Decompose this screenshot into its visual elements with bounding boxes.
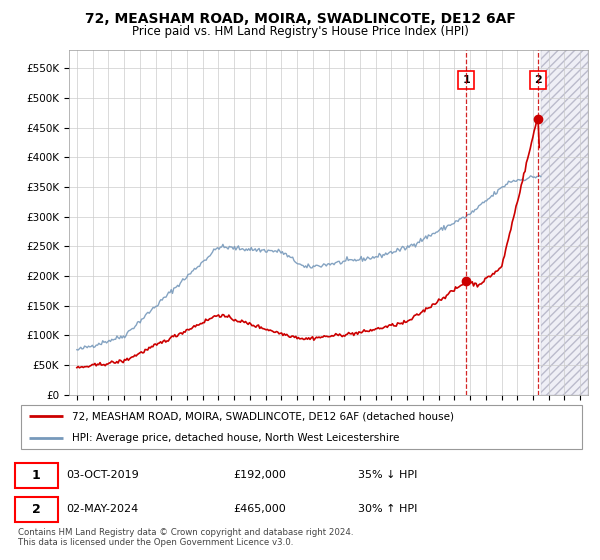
Text: HPI: Average price, detached house, North West Leicestershire: HPI: Average price, detached house, Nort… [72, 433, 399, 443]
Bar [541, 50, 588, 395]
Bar [541, 50, 588, 395]
Text: 30% ↑ HPI: 30% ↑ HPI [358, 504, 418, 514]
Text: Price paid vs. HM Land Registry's House Price Index (HPI): Price paid vs. HM Land Registry's House … [131, 25, 469, 38]
Text: 1: 1 [462, 75, 470, 85]
Text: 35% ↓ HPI: 35% ↓ HPI [358, 470, 418, 480]
Text: 2: 2 [534, 75, 542, 85]
Text: 72, MEASHAM ROAD, MOIRA, SWADLINCOTE, DE12 6AF (detached house): 72, MEASHAM ROAD, MOIRA, SWADLINCOTE, DE… [72, 411, 454, 421]
Text: 02-MAY-2024: 02-MAY-2024 [66, 504, 139, 514]
FancyBboxPatch shape [21, 405, 582, 449]
FancyBboxPatch shape [15, 497, 58, 521]
Text: Contains HM Land Registry data © Crown copyright and database right 2024.
This d: Contains HM Land Registry data © Crown c… [18, 528, 353, 547]
Text: £465,000: £465,000 [233, 504, 286, 514]
Text: 1: 1 [32, 469, 41, 482]
FancyBboxPatch shape [15, 463, 58, 488]
Text: 03-OCT-2019: 03-OCT-2019 [66, 470, 139, 480]
Text: £192,000: £192,000 [233, 470, 286, 480]
Text: 72, MEASHAM ROAD, MOIRA, SWADLINCOTE, DE12 6AF: 72, MEASHAM ROAD, MOIRA, SWADLINCOTE, DE… [85, 12, 515, 26]
Text: 2: 2 [32, 502, 41, 516]
